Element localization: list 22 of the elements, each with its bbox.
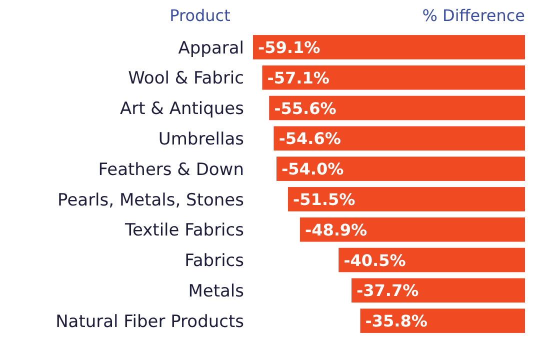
data-label: -54.0%	[281, 160, 344, 179]
y-tick-label: Feathers & Down	[98, 160, 244, 180]
data-label: -35.8%	[365, 312, 428, 331]
x-axis-title: % Difference	[422, 6, 525, 25]
y-tick-label: Natural Fiber Products	[56, 312, 244, 332]
y-tick-label: Metals	[188, 282, 244, 302]
data-label: -57.1%	[267, 68, 330, 88]
y-axis-title: Product	[170, 6, 230, 25]
data-label: -40.5%	[344, 250, 406, 270]
y-tick-label: Wool & Fabric	[128, 68, 244, 89]
y-tick-label: Umbrellas	[158, 130, 244, 150]
y-tick-label: Pearls, Metals, Stones	[58, 190, 244, 210]
y-tick-label: Art & Antiques	[120, 99, 244, 120]
data-label: -37.7%	[356, 281, 419, 300]
y-tick-label: Apparal	[178, 38, 244, 58]
y-tick-label: Fabrics	[184, 251, 244, 272]
data-label: -54.6%	[278, 129, 341, 148]
data-label: -55.6%	[274, 98, 336, 118]
data-label: -59.1%	[258, 38, 320, 57]
data-label: -51.5%	[292, 190, 356, 209]
y-tick-label: Textile Fabrics	[124, 220, 244, 241]
data-label: -48.9%	[304, 220, 368, 240]
